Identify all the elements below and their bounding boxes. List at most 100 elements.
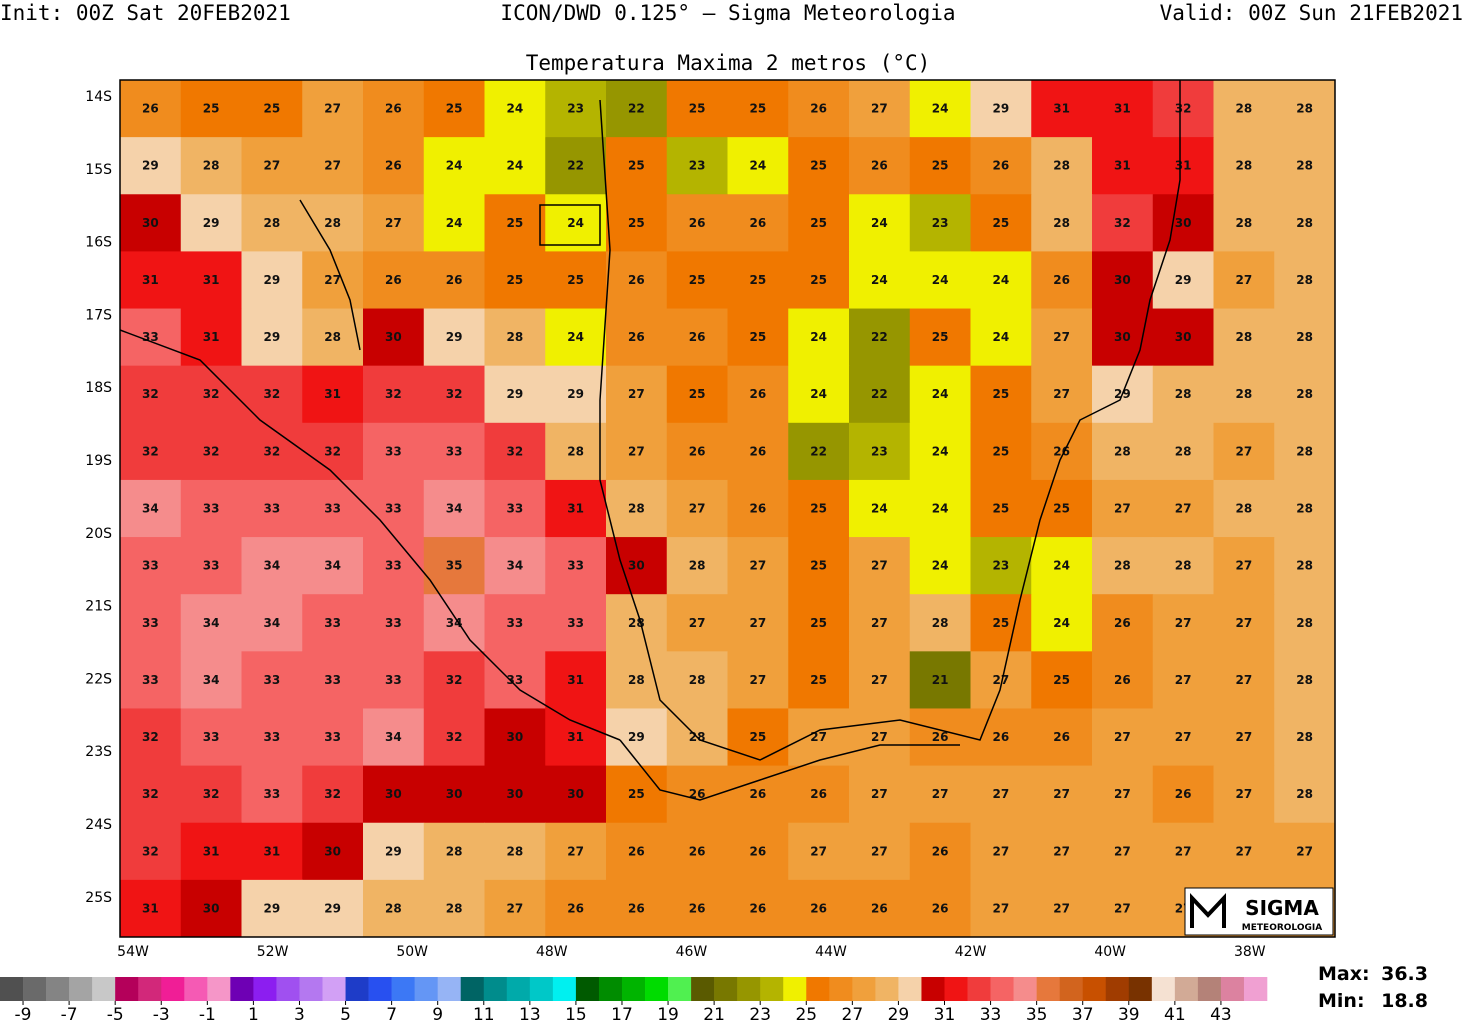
temperature-label: 33 [385,616,402,630]
temperature-label: 28 [446,901,463,915]
temperature-label: 33 [385,444,402,458]
temperature-label: 29 [385,844,402,858]
temperature-cell [727,822,789,881]
temperature-label: 28 [324,216,341,230]
temperature-cell [545,308,607,367]
temperature-label: 28 [385,901,402,915]
temperature-cell [120,651,182,709]
temperature-cell [302,422,364,481]
temperature-label: 27 [750,559,767,573]
temperature-label: 27 [750,616,767,630]
temperature-label: 25 [932,159,949,173]
temperature-label: 32 [324,444,341,458]
temperature-label: 28 [1296,787,1313,801]
temperature-cell [970,651,1032,709]
temperature-cell [666,879,728,938]
temperature-label: 26 [993,159,1010,173]
temperature-cell [120,194,182,252]
temperature-cell [363,137,425,195]
temperature-cell [484,308,546,367]
temperature-label: 24 [567,330,584,344]
colorbar-swatch [990,977,1014,1001]
temperature-cell [423,251,485,310]
colorbar-swatch [598,977,623,1001]
temperature-cell [180,365,242,424]
temperature-cell [1274,765,1336,824]
temperature-label: 26 [689,444,706,458]
temperature-cell [727,479,789,538]
temperature-label: 29 [1175,273,1192,287]
temperature-label: 28 [1175,559,1192,573]
temperature-cell [666,651,728,709]
colorbar-swatch [368,977,392,1001]
temperature-label: 27 [1236,559,1253,573]
temperature-label: 28 [1236,216,1253,230]
temperature-label: 29 [567,387,584,401]
temperature-label: 28 [628,502,645,516]
temperature-label: 27 [993,844,1010,858]
temperature-label: 26 [628,330,645,344]
colorbar-swatch [1128,977,1153,1001]
temperature-cell [1152,308,1214,367]
temperature-cell [302,80,364,138]
temperature-cell [241,651,303,709]
temperature-label: 27 [871,730,888,744]
lon-label: 52W [257,944,289,960]
temperature-cell [1152,365,1214,424]
temperature-label: 25 [750,330,767,344]
temperature-cell [545,365,607,424]
temperature-label: 25 [810,273,827,287]
temperature-cell [302,651,364,709]
colorbar-swatch [23,977,47,1001]
temperature-label: 28 [507,330,524,344]
temperature-label: 28 [1296,730,1313,744]
temperature-label: 32 [507,444,524,458]
temperature-label: 25 [993,444,1010,458]
colorbar-swatch [161,977,185,1001]
temperature-label: 27 [871,673,888,687]
temperature-label: 24 [871,216,888,230]
temperature-label: 26 [628,901,645,915]
temperature-label: 26 [1053,273,1070,287]
temperature-cell [241,765,303,824]
temperature-cell [1031,80,1093,138]
temperature-label: 27 [810,844,827,858]
temperature-cell [545,537,607,595]
temperature-label: 32 [446,730,463,744]
temperature-cell [545,80,607,138]
temperature-label: 22 [871,387,888,401]
temperature-label: 28 [1175,387,1192,401]
temperature-label: 33 [324,730,341,744]
temperature-label: 33 [507,616,524,630]
temperature-cell [363,251,425,310]
temperature-cell [1274,708,1336,767]
temperature-label: 28 [1296,444,1313,458]
temperature-cell [849,879,911,938]
temperature-cell [1152,80,1214,138]
temperature-cell [970,365,1032,424]
lon-label: 46W [676,944,708,960]
temperature-cell [788,708,850,767]
lon-label: 50W [396,944,428,960]
temperature-label: 25 [264,102,281,116]
colorbar-swatch [483,977,508,1001]
colorbar-swatch [645,977,669,1001]
temperature-cell [1152,479,1214,538]
temperature-cell [1274,365,1336,424]
temperature-label: 31 [567,502,584,516]
temperature-cell [909,479,971,538]
temperature-cell [970,422,1032,481]
temperature-label: 30 [203,901,220,915]
temperature-label: 24 [1053,616,1070,630]
temperature-cell [423,194,485,252]
colorbar-label: 23 [749,1005,771,1022]
temperature-cell [241,194,303,252]
temperature-cell [1152,194,1214,252]
lat-label: 18S [85,380,112,396]
temperature-label: 33 [264,730,281,744]
temperature-cell [666,594,728,652]
temperature-cell [545,651,607,709]
temperature-cell [120,137,182,195]
temperature-label: 26 [1053,730,1070,744]
